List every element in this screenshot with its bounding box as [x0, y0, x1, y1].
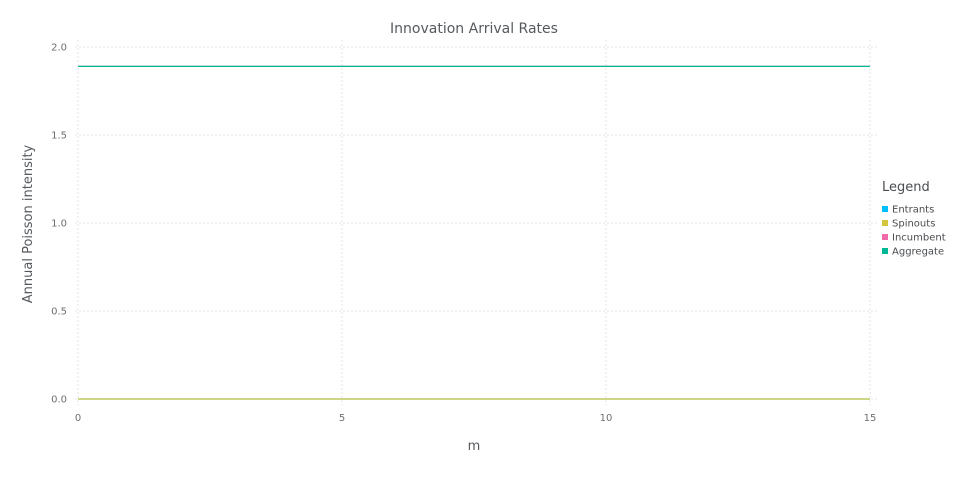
series-lines	[78, 65, 870, 400]
y-tick-label: 0.5	[51, 307, 67, 318]
x-tick-label: 5	[339, 413, 345, 424]
y-axis-ticks: 0.0 0.5 1.0 1.5 2.0	[51, 43, 67, 406]
y-tick-label: 0.0	[51, 395, 67, 406]
x-axis-label: m	[468, 439, 481, 454]
y-tick-label: 1.5	[51, 131, 67, 142]
x-tick-label: 0	[75, 413, 81, 424]
y-tick-label: 1.0	[51, 219, 67, 230]
legend-label-entrants: Entrants	[892, 205, 934, 216]
x-axis-ticks: 0 5 10 15	[75, 413, 877, 424]
legend-swatch-spinouts	[882, 220, 888, 226]
legend-swatch-aggregate	[882, 248, 888, 254]
legend-title: Legend	[882, 180, 930, 195]
legend-label-incumbent: Incumbent	[892, 233, 946, 244]
legend-label-spinouts: Spinouts	[892, 219, 935, 230]
y-axis-label: Annual Poisson intensity	[21, 144, 36, 303]
x-tick-label: 10	[600, 413, 613, 424]
chart-title: Innovation Arrival Rates	[390, 21, 558, 37]
legend-swatch-entrants	[882, 206, 888, 212]
grid	[75, 40, 878, 405]
x-tick-label: 15	[864, 413, 877, 424]
legend-label-aggregate: Aggregate	[892, 247, 944, 258]
legend: Legend Entrants Spinouts Incumbent Aggregat…	[882, 180, 946, 258]
legend-swatch-incumbent	[882, 234, 888, 240]
y-tick-label: 2.0	[51, 43, 67, 54]
